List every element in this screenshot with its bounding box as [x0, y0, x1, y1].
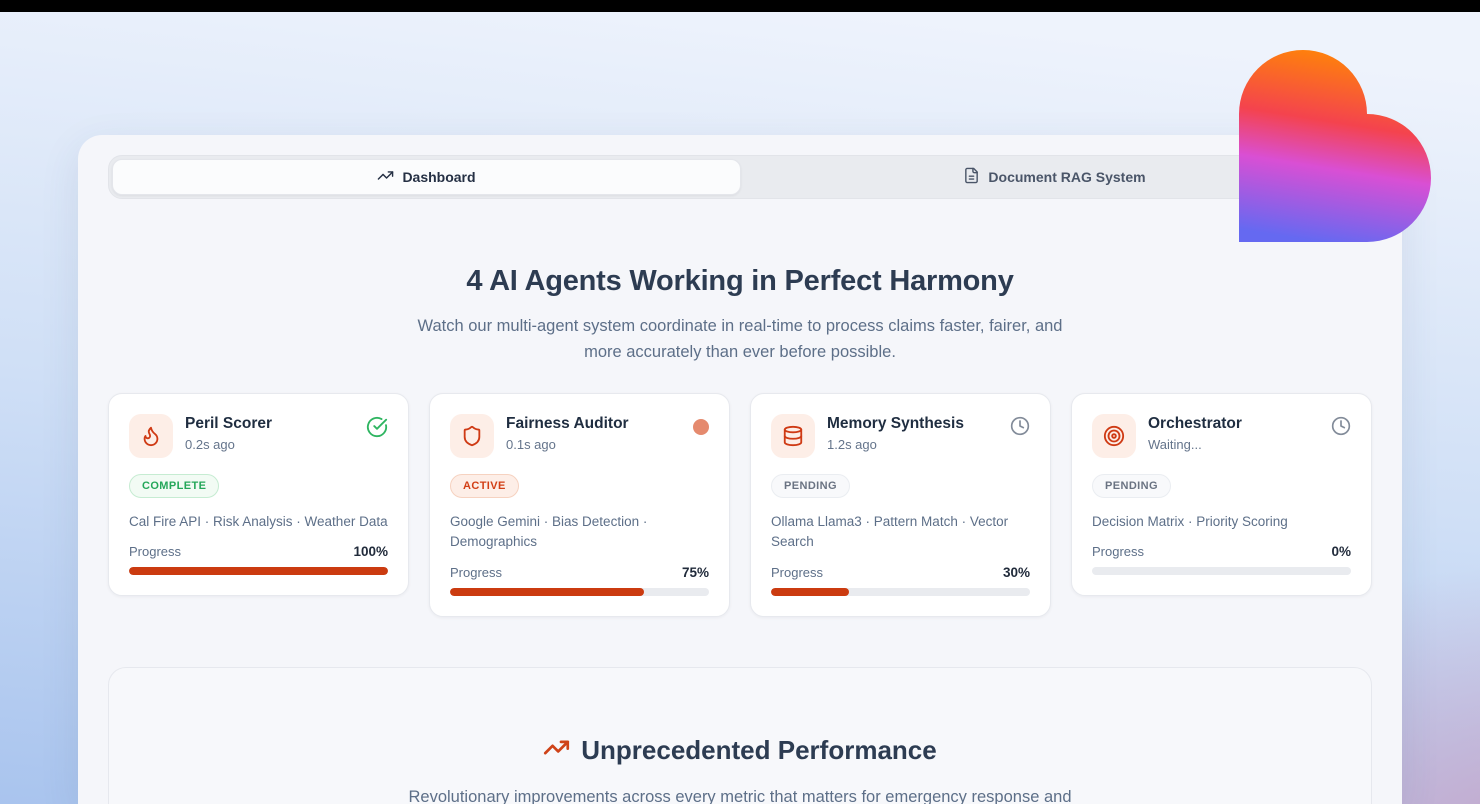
active-dot — [693, 416, 709, 436]
progress-value: 0% — [1331, 544, 1351, 560]
tab-bar: Dashboard Document RAG System — [108, 155, 1372, 199]
agent-description: Ollama Llama3 · Pattern Match · Vector S… — [771, 514, 1009, 550]
agent-time: 0.1s ago — [506, 437, 556, 453]
clock-icon — [1010, 416, 1030, 436]
card-header: Peril Scorer 0.2s ago — [129, 414, 388, 459]
main-panel: Dashboard Document RAG System 4 AI Agent… — [78, 135, 1402, 804]
agent-time: 0.2s ago — [185, 437, 235, 453]
tab-document-rag-system[interactable]: Document RAG System — [741, 159, 1368, 195]
shield-icon — [450, 414, 494, 459]
flame-icon — [129, 414, 173, 459]
agent-name: Peril Scorer — [185, 415, 273, 433]
agent-name: Fairness Auditor — [506, 415, 629, 433]
heart-logo — [1239, 50, 1431, 242]
agent-card-memory-synthesis: Memory Synthesis 1.2s ago PENDING Ollama… — [750, 393, 1051, 617]
progress-value: 75% — [681, 564, 709, 580]
performance-title: Unprecedented Performance — [581, 735, 937, 766]
progress-bar — [1092, 567, 1351, 576]
trending-up-icon — [377, 167, 394, 187]
agent-time: 1.2s ago — [827, 437, 877, 453]
performance-subtitle: Revolutionary improvements across every … — [408, 787, 1072, 804]
agent-card-fairness-auditor: Fairness Auditor 0.1s ago ACTIVE Google … — [429, 393, 730, 617]
tab-dashboard-label: Dashboard — [402, 169, 476, 185]
performance-section: Unprecedented Performance Revolutionary … — [108, 666, 1372, 804]
database-icon — [771, 414, 815, 459]
clock-icon — [1331, 416, 1351, 436]
file-text-icon — [963, 167, 980, 187]
card-header: Fairness Auditor 0.1s ago — [450, 414, 709, 459]
progress-label: Progress — [129, 544, 182, 560]
status-badge: COMPLETE — [129, 474, 220, 499]
agent-card-peril-scorer: Peril Scorer 0.2s ago COMPLETE Cal Fire … — [108, 393, 409, 597]
progress-label: Progress — [771, 564, 824, 580]
card-header: Memory Synthesis 1.2s ago — [771, 414, 1030, 459]
status-badge: PENDING — [1092, 474, 1171, 499]
progress-value: 30% — [1002, 564, 1030, 580]
trending-up-icon — [543, 734, 570, 768]
progress-bar — [771, 587, 1030, 596]
progress-label: Progress — [1092, 544, 1145, 560]
progress-bar — [129, 567, 388, 576]
agent-name: Memory Synthesis — [827, 415, 964, 433]
status-badge: PENDING — [771, 474, 850, 499]
target-icon — [1092, 414, 1136, 459]
progress-value: 100% — [353, 544, 388, 560]
agent-card-orchestrator: Orchestrator Waiting... PENDING Decision… — [1071, 393, 1372, 597]
agent-time: Waiting... — [1148, 437, 1202, 453]
card-header: Orchestrator Waiting... — [1092, 414, 1351, 459]
agent-description: Cal Fire API · Risk Analysis · Weather D… — [129, 514, 388, 530]
agent-cards-row: Peril Scorer 0.2s ago COMPLETE Cal Fire … — [108, 393, 1372, 617]
tab-dashboard[interactable]: Dashboard — [112, 159, 741, 195]
agent-description: Decision Matrix · Priority Scoring — [1092, 514, 1288, 530]
status-badge: ACTIVE — [450, 474, 519, 499]
page-subtitle: Watch our multi-agent system coordinate … — [417, 317, 1063, 361]
progress-label: Progress — [450, 564, 503, 580]
tab-document-rag-system-label: Document RAG System — [988, 169, 1146, 185]
hero-section: 4 AI Agents Working in Perfect Harmony W… — [108, 265, 1372, 365]
page-title: 4 AI Agents Working in Perfect Harmony — [466, 265, 1014, 297]
top-black-bar — [0, 0, 1480, 12]
check-circle-icon — [366, 416, 388, 438]
progress-bar — [450, 587, 709, 596]
agent-name: Orchestrator — [1148, 415, 1242, 433]
agent-description: Google Gemini · Bias Detection · Demogra… — [450, 514, 648, 550]
